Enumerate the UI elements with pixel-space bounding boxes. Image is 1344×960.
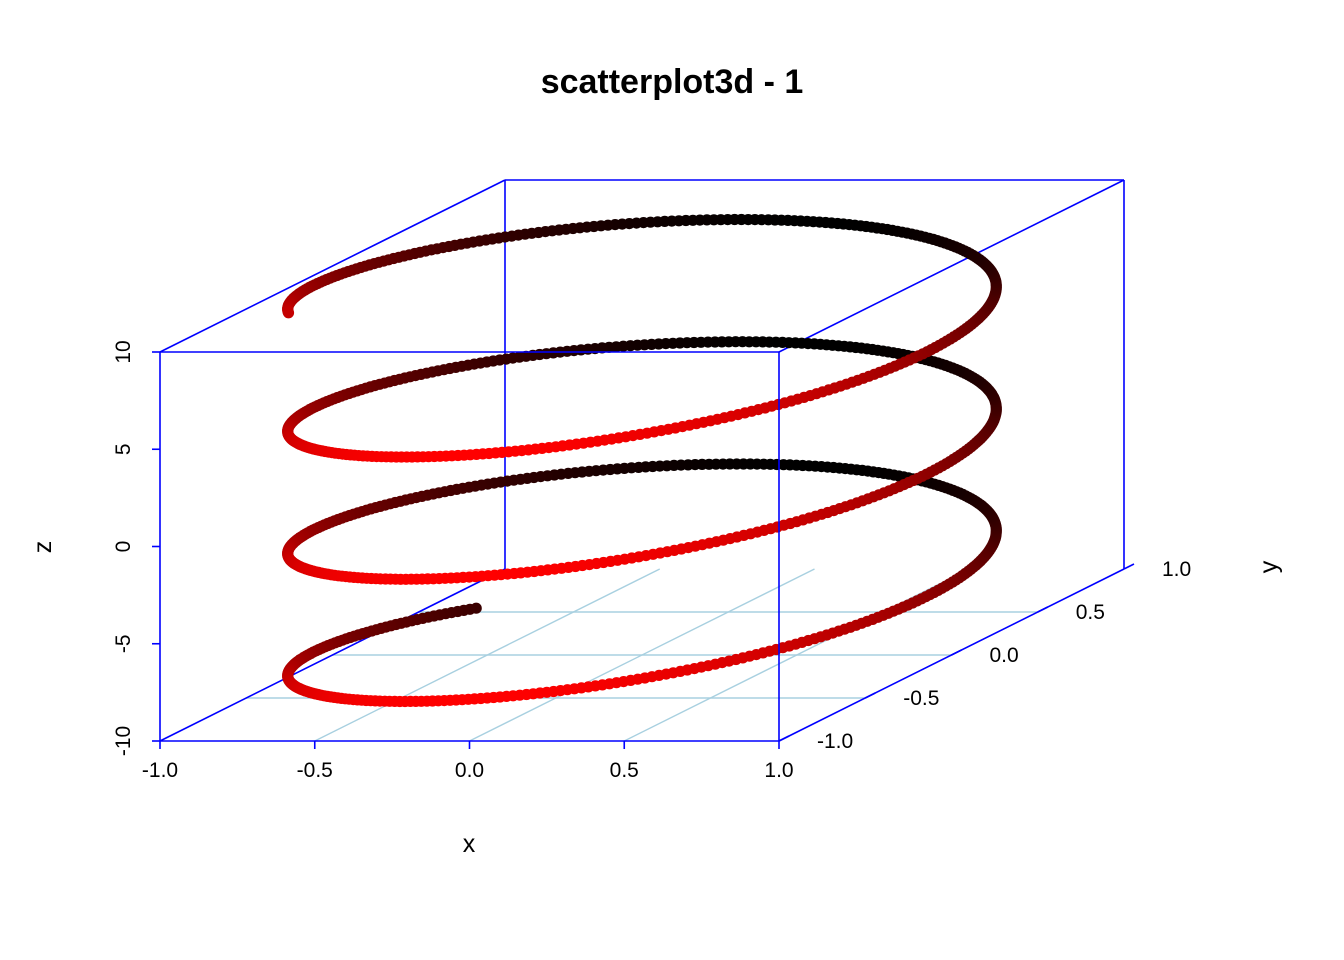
z-axis-label: z (29, 541, 57, 554)
helix-point (282, 307, 295, 319)
tick-labels: -1.0 -0.5 0.0 0.5 1.0 -10 -5 0 5 10 -1.0 -0.5 0.0 0.5… (112, 340, 1191, 782)
x-axis-label: x (463, 830, 476, 858)
bounding-box-back (159, 179, 1125, 742)
chart-title: scatterplot3d - 1 (541, 63, 804, 101)
y-tick (1037, 606, 1049, 613)
z-tick-label: -5 (112, 634, 135, 653)
data-points (282, 213, 1002, 708)
y-tick (778, 735, 790, 742)
x-tick-label: -0.5 (297, 759, 333, 782)
y-tick-label: 0.0 (990, 644, 1019, 667)
y-tick-label: 0.5 (1076, 601, 1105, 624)
box-edge (778, 179, 1125, 353)
y-tick (1123, 563, 1135, 570)
y-tick-label: -0.5 (903, 687, 939, 710)
z-tick-label: 5 (112, 443, 135, 455)
y-axis-label: y (1255, 560, 1283, 573)
y-tick-label: -1.0 (817, 730, 853, 753)
axis-ticks (152, 351, 1135, 749)
y-tick-label: 1.0 (1162, 558, 1191, 581)
x-tick-label: 0.0 (455, 759, 484, 782)
x-tick-label: 0.5 (610, 759, 639, 782)
z-tick-label: 0 (112, 541, 135, 553)
z-tick-label: -10 (112, 726, 135, 756)
box-edge (159, 179, 506, 353)
z-tick-label: 10 (112, 340, 135, 363)
x-tick-label: -1.0 (142, 759, 178, 782)
box-edge (159, 568, 506, 742)
x-tick-label: 1.0 (764, 759, 793, 782)
y-tick (951, 649, 962, 656)
y-tick (864, 692, 876, 699)
